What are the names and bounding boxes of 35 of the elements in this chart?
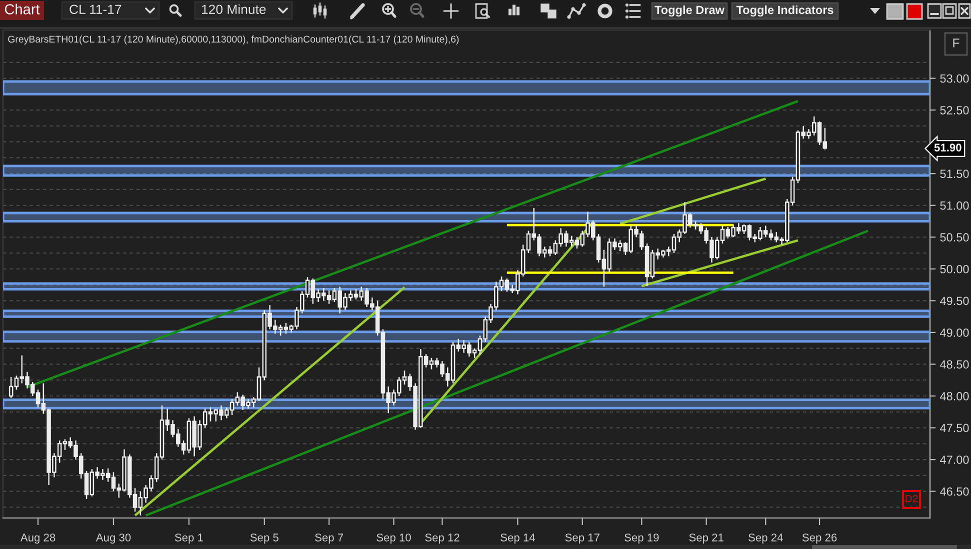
y-tick-label: 49.50 — [940, 296, 969, 306]
x-tick-label: Aug 30 — [96, 534, 131, 544]
y-tick-label: 48.50 — [940, 360, 969, 369]
x-tick-label: Sep 7 — [315, 534, 344, 544]
y-tick-label: 52.50 — [940, 106, 969, 114]
x-tick-label: Sep 21 — [689, 534, 724, 544]
text: GreyBarsETH01(CL 11-17 (120 Minute),60000,113000), fmDonchianCounter01(CL 11-17 (120 Minute),6) — [8, 35, 459, 45]
x-tick-label: Sep 12 — [425, 534, 460, 544]
y-tick-label: 47.00 — [940, 456, 969, 464]
text: Chart — [4, 4, 40, 14]
x-tick-label: Sep 14 — [500, 534, 535, 544]
y-tick-label: 50.00 — [940, 264, 969, 274]
x-tick-label: Sep 17 — [565, 534, 600, 544]
y-tick-label: 49.00 — [940, 328, 969, 337]
x-tick-label: Aug 28 — [20, 534, 56, 544]
y-tick-label: 46.50 — [940, 487, 969, 496]
text: Toggle Indicators — [736, 5, 834, 17]
x-tick-label: Sep 19 — [624, 534, 659, 544]
text: CL 11-17 — [70, 4, 122, 14]
annotation: D2 — [906, 494, 918, 502]
x-tick-label: Sep 5 — [250, 534, 278, 544]
x-tick-label: Sep 1 — [174, 534, 203, 544]
text: 120 Minute — [202, 4, 266, 14]
text: 51.90 — [934, 144, 962, 152]
y-tick-label: 51.00 — [940, 201, 969, 210]
x-tick-label: Sep 24 — [748, 534, 783, 544]
y-tick-label: 48.00 — [940, 392, 969, 400]
text: Toggle Draw — [654, 5, 725, 17]
y-tick-label: 53.00 — [940, 74, 969, 83]
y-tick-label: 50.50 — [940, 233, 969, 242]
y-tick-label: 51.50 — [940, 170, 969, 178]
x-tick-label: Sep 26 — [802, 534, 837, 544]
y-tick-label: 47.50 — [940, 424, 969, 432]
x-tick-label: Sep 10 — [376, 534, 411, 544]
text: F — [953, 38, 960, 48]
